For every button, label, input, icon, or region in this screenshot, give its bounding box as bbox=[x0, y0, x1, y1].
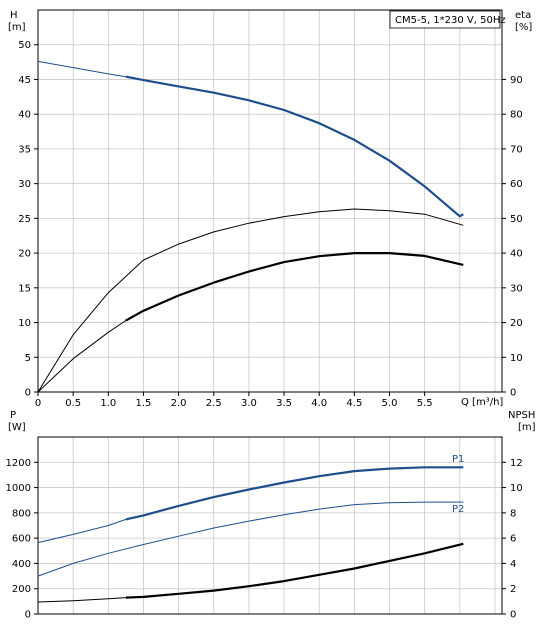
top-x-tick-label: 5.5 bbox=[417, 398, 433, 409]
bottom-left-tick-label: 1000 bbox=[6, 483, 31, 494]
top-x-tick-label: 1.5 bbox=[136, 398, 152, 409]
bottom-left-tick-label: 0 bbox=[25, 610, 31, 621]
curve-eta_thick-extension bbox=[37, 320, 127, 393]
top-right-tick-label: 10 bbox=[510, 353, 523, 364]
top-x-tick-label: 0.5 bbox=[65, 398, 81, 409]
bottom-left-tick-label: 800 bbox=[12, 508, 31, 519]
bottom-right-tick-label: 8 bbox=[510, 508, 516, 519]
top-right-tick-label: 60 bbox=[510, 179, 523, 190]
top-right-tick-label: 40 bbox=[510, 249, 523, 260]
curve-h bbox=[125, 75, 464, 218]
top-right-tick-label: 50 bbox=[510, 214, 523, 225]
curve-npsh-extension bbox=[37, 597, 126, 603]
top-left-tick-label: 0 bbox=[25, 388, 31, 399]
p2-series-label: P2 bbox=[452, 504, 464, 515]
top-x-tick-label: 3.0 bbox=[241, 398, 257, 409]
bottom-right-tick-label: 0 bbox=[510, 610, 516, 621]
curve-eta-thick bbox=[125, 252, 464, 322]
bottom-series bbox=[37, 466, 464, 603]
top-right-tick-label: 70 bbox=[510, 144, 523, 155]
npsh-axis-unit: [m] bbox=[518, 422, 536, 433]
top-x-tick-label: 5.0 bbox=[382, 398, 398, 409]
bottom-left-tick-label: 400 bbox=[12, 559, 31, 570]
q-axis-label: Q [m³/h] bbox=[461, 397, 503, 408]
top-x-tick-label: 4.5 bbox=[346, 398, 362, 409]
curve-eta-thin bbox=[37, 208, 464, 393]
bottom-axis-ticks: 0 200 400 600 800 1000 1200 0 2 4 6 8 10 12 bbox=[6, 458, 523, 621]
top-left-tick-label: 25 bbox=[18, 214, 31, 225]
bottom-right-tick-label: 6 bbox=[510, 534, 516, 545]
curve-p1-extension bbox=[37, 518, 127, 544]
top-x-tick-label: 2.5 bbox=[206, 398, 222, 409]
chart-title: CM5-5, 1*230 V, 50Hz bbox=[395, 15, 506, 26]
top-x-tick-label: 0 bbox=[35, 398, 41, 409]
eta-axis-unit: [%] bbox=[515, 22, 532, 33]
top-grid bbox=[38, 9, 502, 392]
bottom-left-tick-label: 200 bbox=[12, 584, 31, 595]
curve-npsh bbox=[125, 542, 464, 599]
p1-series-label: P1 bbox=[452, 454, 464, 465]
bottom-plot-frame bbox=[37, 436, 503, 615]
top-right-tick-label: 30 bbox=[510, 283, 523, 294]
h-axis-unit: [m] bbox=[8, 22, 26, 33]
top-left-tick-label: 5 bbox=[25, 353, 31, 364]
top-right-tick-label: 0 bbox=[510, 388, 516, 399]
chart-title-box bbox=[389, 10, 501, 29]
curve-h-extension bbox=[37, 60, 126, 78]
head-efficiency-panel: 0 5 10 15 20 25 30 35 40 45 50 0 10 20 30 40 50 60 70 80 90 0… bbox=[8, 9, 532, 409]
bottom-right-tick-label: 4 bbox=[510, 559, 516, 570]
top-left-tick-label: 45 bbox=[18, 75, 31, 86]
eta-axis-label: eta bbox=[515, 10, 531, 21]
top-left-tick-label: 40 bbox=[18, 110, 31, 121]
npsh-axis-label: NPSH bbox=[508, 410, 535, 421]
top-right-tick-label: 80 bbox=[510, 110, 523, 121]
top-series bbox=[37, 60, 464, 393]
top-x-tick-label: 3.5 bbox=[276, 398, 292, 409]
top-x-tick-label: 2.0 bbox=[171, 398, 187, 409]
top-axis-ticks: 0 5 10 15 20 25 30 35 40 45 50 0 10 20 30 40 50 60 70 80 90 0… bbox=[18, 40, 522, 409]
top-left-tick-label: 35 bbox=[18, 144, 31, 155]
p-axis-label: P bbox=[10, 410, 16, 421]
bottom-right-tick-label: 12 bbox=[510, 458, 523, 469]
curve-p2 bbox=[37, 501, 464, 577]
top-left-tick-label: 30 bbox=[18, 179, 31, 190]
top-left-tick-label: 10 bbox=[18, 318, 31, 329]
top-right-tick-label: 20 bbox=[510, 318, 523, 329]
top-plot-frame bbox=[37, 9, 503, 393]
top-left-tick-label: 20 bbox=[18, 249, 31, 260]
bottom-left-tick-label: 1200 bbox=[6, 458, 31, 469]
top-left-tick-label: 50 bbox=[18, 40, 31, 51]
bottom-left-tick-label: 600 bbox=[12, 534, 31, 545]
curve-p1 bbox=[125, 466, 464, 521]
top-right-tick-label: 90 bbox=[510, 75, 523, 86]
bottom-right-tick-label: 10 bbox=[510, 483, 523, 494]
p-axis-unit: [W] bbox=[8, 422, 26, 433]
top-x-tick-label: 4.0 bbox=[311, 398, 327, 409]
power-npsh-panel: 0 200 400 600 800 1000 1200 0 2 4 6 8 10 12 P [W] NPS… bbox=[6, 410, 536, 621]
top-left-tick-label: 15 bbox=[18, 283, 31, 294]
top-x-tick-label: 1.0 bbox=[100, 398, 116, 409]
h-axis-label: H bbox=[10, 10, 18, 21]
bottom-right-tick-label: 2 bbox=[510, 584, 516, 595]
